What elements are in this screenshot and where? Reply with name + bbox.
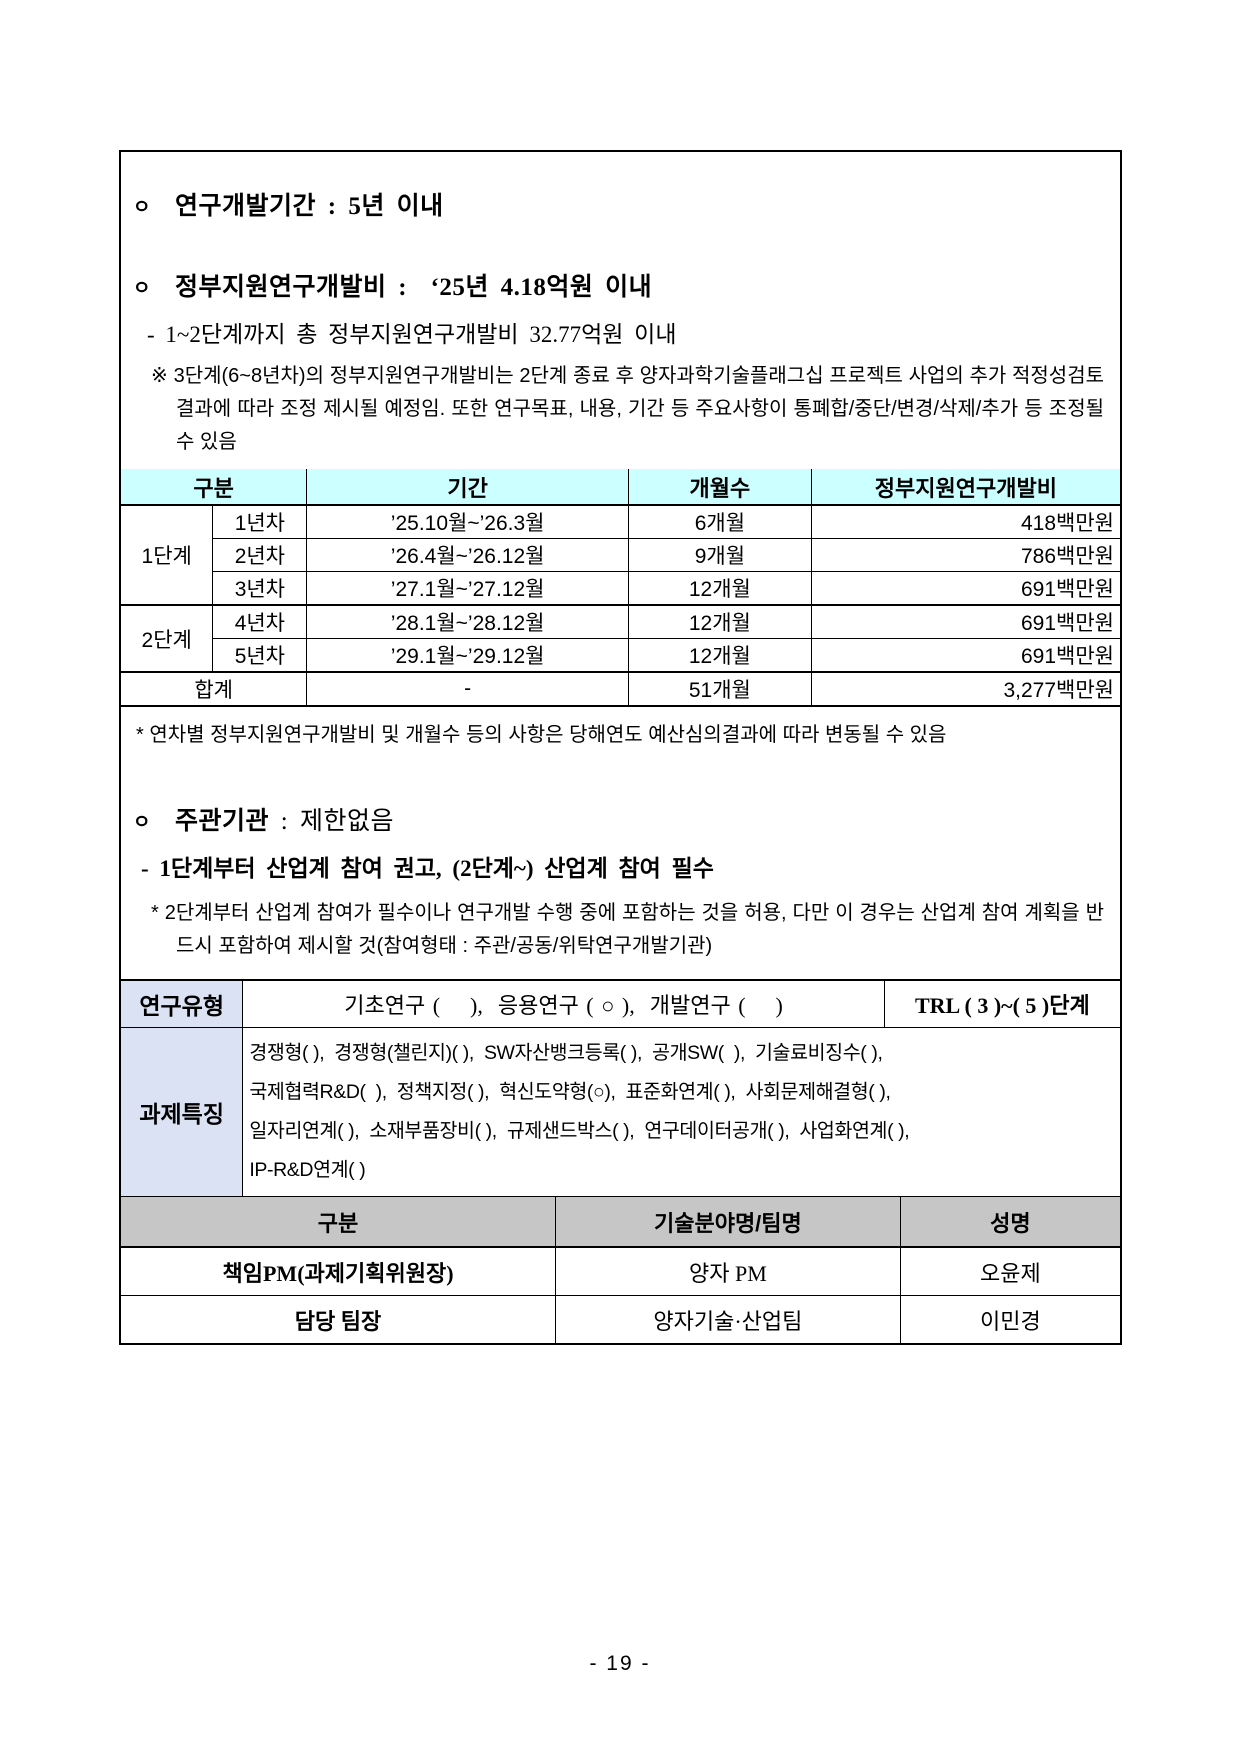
table-row: 2년차 ’26.4월~’26.12월 9개월 786백만원 <box>121 538 1120 572</box>
amount-cell: 3,277백만원 <box>810 671 1120 707</box>
budget-table-footnote: * 연차별 정부지원연구개발비 및 개월수 등의 사항은 당해연도 예산심의결과… <box>136 724 947 746</box>
period-cell: ’25.10월~’26.3월 <box>306 504 629 539</box>
research-type-row: 연구유형 기초연구 ( ), 응용연구 ( ○ ), 개발연구 ( ) TRL … <box>121 979 1120 1028</box>
period-cell: - <box>306 671 629 707</box>
role-cell: 책임PM(과제기획위원장) <box>121 1246 557 1296</box>
page-number: - 19 - <box>589 1652 651 1675</box>
year-cell: 3년차 <box>212 571 308 606</box>
total-row: 합계 - 51개월 3,277백만원 <box>121 671 1120 707</box>
role-cell: 담당 팀장 <box>121 1295 557 1343</box>
stage-cell: 2단계 <box>121 604 214 673</box>
feature-label: 과제특징 <box>121 1027 244 1197</box>
year-cell: 5년차 <box>212 638 308 673</box>
org-note: * 2단계부터 산업계 참여가 필수이나 연구개발 수행 중에 포함하는 것을 … <box>151 902 1104 957</box>
table-row: 5년차 ’29.1월~’29.12월 12개월 691백만원 <box>121 638 1120 673</box>
period-heading: ㅇ 연구개발기간 : 5년 이내 <box>121 192 1120 223</box>
col-header-gubun: 구분 <box>121 1197 557 1248</box>
list-bullet: ㅇ <box>133 812 151 833</box>
budget-table-header-row: 구분 기간 개월수 정부지원연구개발비 <box>121 469 1120 506</box>
table-row: 담당 팀장 양자기술·산업팀 이민경 <box>121 1295 1120 1343</box>
table-row: 1단계 1년차 ’25.10월~’26.3월 6개월 418백만원 <box>121 504 1120 606</box>
col-header-gubun: 구분 <box>121 469 308 506</box>
pm-table: 구분 기술분야명/팀명 성명 책임PM(과제기획위원장) 양자 PM 오윤제 담… <box>121 1197 1120 1343</box>
year-cell: 4년차 <box>212 604 308 639</box>
budget-table: 구분 기간 개월수 정부지원연구개발비 1단계 1년차 ’25.10월~’26.… <box>121 469 1120 707</box>
budget-heading-text: 정부지원연구개발비 : ‘25년 4.18억원 이내 <box>175 274 653 301</box>
research-type-table: 연구유형 기초연구 ( ), 응용연구 ( ○ ), 개발연구 ( ) TRL … <box>121 979 1120 1197</box>
months-cell: 12개월 <box>627 604 812 639</box>
col-header-team: 기술분야명/팀명 <box>555 1197 901 1248</box>
org-value: : 제한없음 <box>269 808 394 835</box>
trl-range: TRL ( 3 )~( 5 )단계 <box>883 979 1120 1028</box>
year-cell: 1년차 <box>212 504 308 539</box>
months-cell: 12개월 <box>627 638 812 673</box>
amount-cell: 691백만원 <box>810 571 1120 606</box>
research-type-value: 기초연구 ( ), 응용연구 ( ○ ), 개발연구 ( ) <box>242 979 885 1028</box>
period-cell: ’28.1월~’28.12월 <box>306 604 629 639</box>
table-row: 2단계 4년차 ’28.1월~’28.12월 12개월 691백만원 <box>121 604 1120 673</box>
feature-values: 경쟁형( ), 경쟁형(챌린지)( ), SW자산뱅크등록( ), 공개SW( … <box>242 1027 1120 1197</box>
amount-cell: 691백만원 <box>810 604 1120 639</box>
period-cell: ’26.4월~’26.12월 <box>306 538 629 572</box>
table-row: 3년차 ’27.1월~’27.12월 12개월 691백만원 <box>121 571 1120 606</box>
org-subline: - 1단계부터 산업계 참여 권고, (2단계~) 산업계 참여 필수 <box>141 856 714 881</box>
budget-note: ※ 3단계(6~8년차)의 정부지원연구개발비는 2단계 종료 후 양자과학기술… <box>151 365 1104 453</box>
year-cell: 2년차 <box>212 538 308 572</box>
amount-cell: 418백만원 <box>810 504 1120 539</box>
feature-line: 경쟁형( ), 경쟁형(챌린지)( ), SW자산뱅크등록( ), 공개SW( … <box>249 1042 883 1064</box>
budget-subline: - 1~2단계까지 총 정부지원연구개발비 32.77억원 이내 <box>147 322 677 347</box>
feature-line: 국제협력R&D( ), 정책지정( ), 혁신도약형(○), 표준화연계( ),… <box>249 1081 891 1103</box>
feature-line: 일자리연계( ), 소재부품장비( ), 규제샌드박스( ), 연구데이터공개(… <box>249 1120 910 1142</box>
months-cell: 9개월 <box>627 538 812 572</box>
org-label: 주관기관 <box>175 808 270 835</box>
org-heading: ㅇ 주관기관 : 제한없음 <box>121 807 1120 838</box>
feature-row: 과제특징 경쟁형( ), 경쟁형(챌린지)( ), SW자산뱅크등록( ), 공… <box>121 1027 1120 1197</box>
months-cell: 51개월 <box>627 671 812 707</box>
list-bullet: ㅇ <box>133 197 151 218</box>
research-type-label: 연구유형 <box>121 979 244 1028</box>
months-cell: 12개월 <box>627 571 812 606</box>
col-header-months: 개월수 <box>627 469 812 506</box>
name-cell: 이민경 <box>899 1295 1120 1343</box>
stage-cell: 1단계 <box>121 504 214 606</box>
list-bullet: ㅇ <box>133 278 151 299</box>
period-cell: ’27.1월~’27.12월 <box>306 571 629 606</box>
feature-line: IP-R&D연계( ) <box>249 1159 366 1181</box>
months-cell: 6개월 <box>627 504 812 539</box>
name-cell: 오윤제 <box>899 1246 1120 1296</box>
col-header-period: 기간 <box>306 469 629 506</box>
total-label-cell: 합계 <box>121 671 308 707</box>
budget-heading: ㅇ 정부지원연구개발비 : ‘25년 4.18억원 이내 <box>121 273 1120 304</box>
pm-table-header-row: 구분 기술분야명/팀명 성명 <box>121 1197 1120 1248</box>
team-cell: 양자기술·산업팀 <box>555 1295 901 1343</box>
amount-cell: 691백만원 <box>810 638 1120 673</box>
col-header-name: 성명 <box>899 1197 1120 1248</box>
amount-cell: 786백만원 <box>810 538 1120 572</box>
team-cell: 양자 PM <box>555 1246 901 1296</box>
col-header-amount: 정부지원연구개발비 <box>810 469 1120 506</box>
table-row: 책임PM(과제기획위원장) 양자 PM 오윤제 <box>121 1246 1120 1296</box>
period-cell: ’29.1월~’29.12월 <box>306 638 629 673</box>
period-heading-text: 연구개발기간 : 5년 이내 <box>175 193 444 220</box>
document-box: ㅇ 연구개발기간 : 5년 이내 ㅇ 정부지원연구개발비 : ‘25년 4.18억원… <box>119 150 1122 1345</box>
